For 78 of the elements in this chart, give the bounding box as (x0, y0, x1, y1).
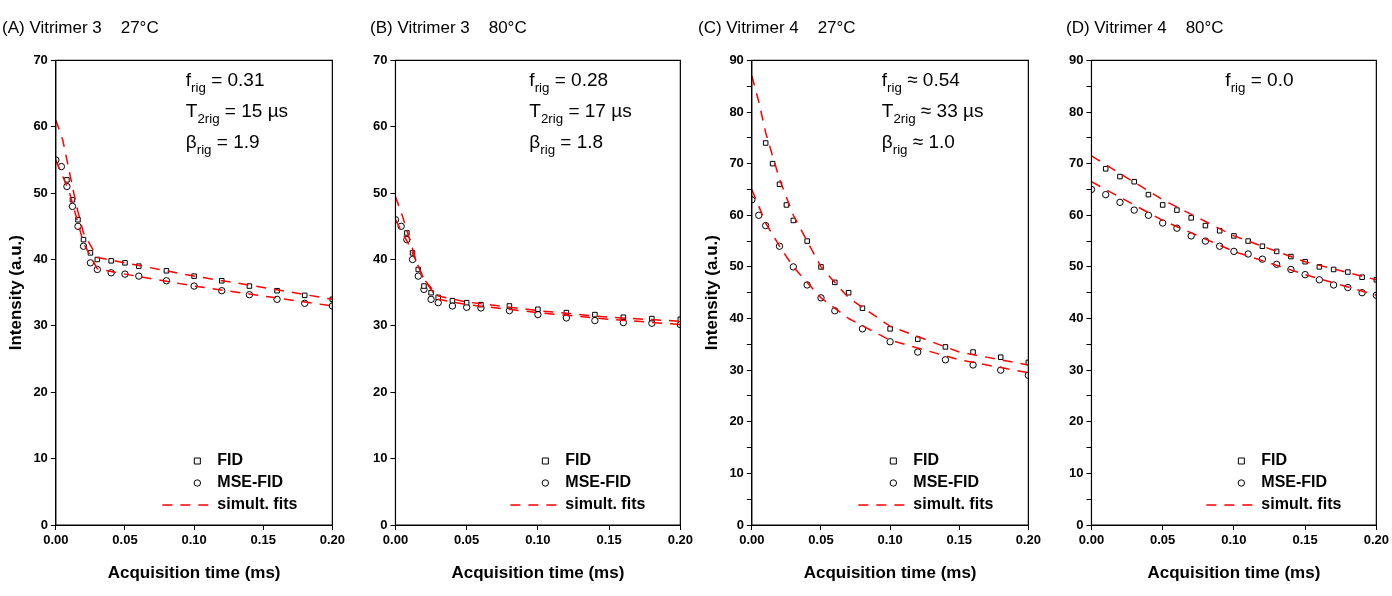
x-tick-label: 0.10 (181, 532, 207, 548)
x-tick-label: 0.00 (43, 532, 69, 548)
chart-title: (B) Vitrimer 3 80°C (370, 17, 527, 37)
y-tick-label: 0 (1076, 516, 1084, 532)
x-tick-label: 0.05 (454, 532, 480, 548)
y-tick-label: 40 (1068, 310, 1084, 326)
y-tick-label: 50 (729, 258, 744, 274)
y-tick-label: 90 (729, 51, 744, 67)
x-tick-label: 0.20 (1015, 532, 1042, 548)
y-tick-label: 0 (40, 516, 48, 532)
y-tick-label: 50 (372, 184, 388, 200)
y-tick-label: 90 (1068, 51, 1084, 67)
x-tick-label: 0.10 (1221, 532, 1247, 548)
y-tick-label: 70 (729, 155, 744, 171)
y-tick-label: 80 (1068, 103, 1084, 119)
x-tick-label: 0.10 (525, 532, 551, 548)
x-tick-label: 0.05 (1150, 532, 1176, 548)
x-tick-label: 0.20 (667, 532, 694, 548)
x-tick-label: 0.00 (1078, 532, 1105, 548)
legend-label: FID (565, 451, 592, 469)
x-axis-title: Acquisition time (ms) (451, 563, 625, 583)
y-tick-label: 40 (372, 251, 388, 267)
legend-label: FID (913, 451, 940, 469)
y-tick-label: 10 (372, 450, 388, 466)
x-tick-label: 0.20 (1363, 532, 1390, 548)
x-tick-label: 0.00 (382, 532, 409, 548)
x-tick-label: 0.15 (1292, 532, 1318, 548)
y-tick-label: 60 (1068, 206, 1084, 222)
x-axis-title: Acquisition time (ms) (1147, 563, 1321, 583)
y-tick-label: 70 (1068, 155, 1084, 171)
y-tick-label: 20 (372, 383, 388, 399)
y-tick-label: 10 (33, 450, 48, 466)
x-axis-title: Acquisition time (ms) (107, 563, 281, 583)
chart-title: (A) Vitrimer 3 27°C (2, 17, 159, 37)
y-tick-label: 80 (729, 103, 744, 119)
y-tick-label: 70 (33, 51, 48, 67)
x-tick-label: 0.10 (877, 532, 903, 548)
legend-label: FID (217, 451, 244, 469)
x-tick-label: 0.05 (112, 532, 138, 548)
legend-label: simult. fits (217, 495, 298, 513)
legend-label: MSE-FID (565, 473, 632, 491)
y-tick-label: 30 (33, 317, 48, 333)
legend-label: MSE-FID (913, 473, 980, 491)
y-tick-label: 30 (372, 317, 388, 333)
y-tick-label: 40 (33, 251, 48, 267)
y-tick-label: 20 (729, 413, 744, 429)
y-tick-label: 40 (729, 310, 744, 326)
y-tick-label: 60 (372, 118, 388, 134)
x-tick-label: 0.05 (808, 532, 834, 548)
y-tick-label: 20 (1068, 413, 1084, 429)
y-tick-label: 0 (380, 516, 388, 532)
x-tick-label: 0.00 (739, 532, 765, 548)
x-axis-title: Acquisition time (ms) (803, 563, 977, 583)
x-tick-label: 0.20 (319, 532, 346, 548)
y-tick-label: 10 (1068, 464, 1084, 480)
y-tick-label: 20 (33, 383, 48, 399)
legend-label: FID (1261, 451, 1288, 469)
legend-label: MSE-FID (1261, 473, 1328, 491)
y-axis-title: Intensity (a.u.) (5, 235, 25, 351)
legend-label: simult. fits (1261, 495, 1342, 513)
y-tick-label: 60 (33, 118, 48, 134)
y-tick-label: 30 (729, 361, 744, 377)
legend-label: simult. fits (565, 495, 646, 513)
x-tick-label: 0.15 (250, 532, 276, 548)
y-axis-title: Intensity (a.u.) (701, 235, 721, 351)
chart-title: (C) Vitrimer 4 27°C (698, 17, 856, 37)
y-tick-label: 30 (1068, 361, 1084, 377)
x-tick-label: 0.15 (946, 532, 972, 548)
chart-title: (D) Vitrimer 4 80°C (1066, 17, 1224, 37)
legend-label: simult. fits (913, 495, 994, 513)
y-tick-label: 60 (729, 206, 744, 222)
legend-label: MSE-FID (217, 473, 284, 491)
y-tick-label: 10 (729, 464, 744, 480)
y-tick-label: 50 (33, 184, 48, 200)
y-tick-label: 70 (372, 51, 388, 67)
y-tick-label: 0 (736, 516, 744, 532)
y-tick-label: 50 (1068, 258, 1084, 274)
x-tick-label: 0.15 (596, 532, 622, 548)
